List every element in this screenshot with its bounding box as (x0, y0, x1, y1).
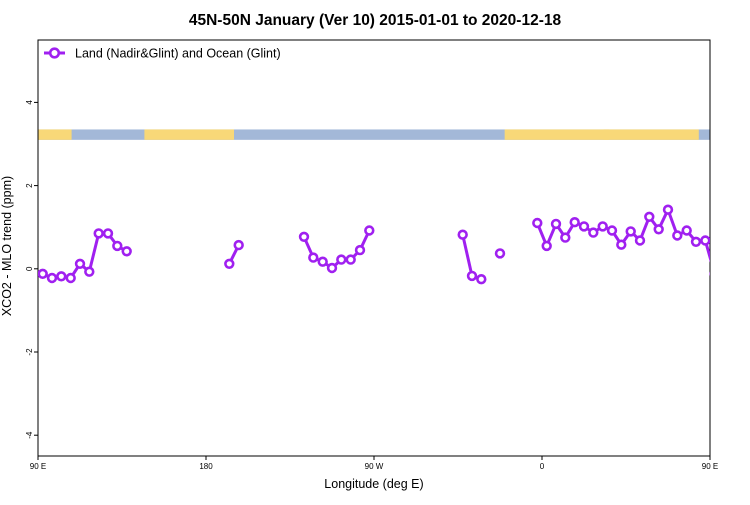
series-layer (38, 204, 747, 285)
data-point (700, 235, 710, 246)
legend: Land (Nadir&Glint) and Ocean (Glint) (44, 47, 281, 61)
plot-frame (37, 39, 711, 457)
data-point (739, 274, 747, 282)
data-point (729, 272, 737, 280)
data-point (354, 244, 366, 256)
y-tick-label: 0 (25, 266, 34, 271)
x-axis: 90 E 180 90 W 0 90 E (30, 456, 718, 471)
legend-label: Land (Nadir&Glint) and Ocean (Glint) (75, 47, 281, 61)
legend-swatch-marker (48, 47, 61, 59)
data-point (74, 258, 86, 269)
data-point (541, 240, 552, 252)
x-tick-label: 90 E (702, 462, 718, 471)
data-point (644, 211, 655, 223)
map-land-band (38, 129, 72, 140)
data-point (224, 258, 235, 269)
map-land-band (710, 129, 744, 139)
x-tick-label: 0 (540, 462, 545, 471)
data-point (569, 217, 580, 228)
data-point (720, 274, 728, 282)
data-point (298, 231, 310, 243)
data-point (102, 228, 114, 239)
data-point (606, 225, 618, 236)
y-axis-title: XCO2 - MLO trend (ppm) (0, 176, 14, 316)
data-point (121, 246, 132, 257)
data-point (681, 225, 692, 236)
data-point (662, 204, 674, 215)
data-point (560, 232, 571, 243)
map-land-band (504, 129, 610, 140)
x-tick-label: 90 W (365, 462, 384, 471)
data-point (233, 239, 244, 251)
y-tick-label: 4 (25, 100, 34, 105)
data-point (345, 254, 356, 265)
data-point (597, 221, 608, 232)
data-point (466, 270, 478, 282)
data-point (46, 272, 58, 284)
data-point (93, 228, 104, 239)
data-point (364, 225, 375, 236)
map-land-band (144, 129, 234, 140)
data-point (56, 271, 67, 282)
x-tick-label: 90 E (30, 462, 46, 471)
x-axis-title: Longitude (deg E) (324, 477, 423, 491)
data-point (532, 217, 543, 229)
data-point (326, 262, 338, 274)
data-point (84, 266, 95, 277)
data-point (65, 272, 76, 284)
data-point (494, 248, 506, 259)
data-point (578, 221, 590, 232)
data-point (336, 254, 347, 265)
data-point (550, 218, 562, 230)
map-ocean-band (38, 129, 710, 140)
data-point (588, 227, 599, 238)
data-point (308, 252, 319, 263)
data-point (317, 256, 328, 267)
data-point (112, 240, 123, 252)
data-point (476, 274, 487, 285)
data-point (457, 229, 468, 240)
map-land-band (603, 129, 699, 140)
y-tick-label: 2 (25, 183, 34, 188)
data-point (653, 224, 664, 235)
y-tick-label: -2 (25, 348, 34, 356)
data-point (634, 235, 646, 246)
data-point (625, 226, 636, 237)
chart-title: 45N-50N January (Ver 10) 2015-01-01 to 2… (189, 12, 562, 29)
data-point (709, 271, 710, 277)
data-point (690, 236, 702, 248)
world-map-strip (38, 129, 744, 140)
x-tick-label: 180 (199, 462, 213, 471)
data-point (672, 230, 683, 241)
y-axis: -4 -2 0 2 4 (25, 100, 38, 439)
data-point (38, 268, 48, 279)
data-point (616, 239, 627, 250)
y-tick-label: -4 (25, 431, 34, 439)
